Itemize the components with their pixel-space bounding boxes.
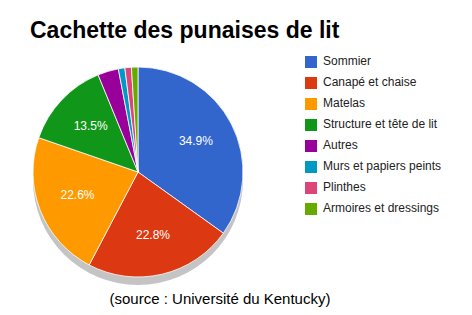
title: Cachette des punaises de lit [30, 17, 340, 43]
legend-label: Murs et papiers peints [323, 159, 441, 173]
legend-label: Canapé et chaise [323, 75, 417, 89]
legend-swatch [305, 182, 317, 194]
legend-label: Structure et tête de lit [323, 117, 438, 131]
legend-label: Sommier [323, 54, 371, 68]
legend-label: Matelas [323, 96, 365, 110]
data-label: 22.8% [136, 228, 170, 242]
legend-label: Armoires et dressings [323, 201, 439, 215]
legend-label: Autres [323, 138, 358, 152]
legend-swatch [305, 119, 317, 131]
legend-swatch [305, 203, 317, 215]
legend-swatch [305, 161, 317, 173]
pie-slice [125, 67, 138, 172]
data-label: 13.5% [74, 119, 108, 133]
chart: Cachette des punaises de lit 34.9% 22.8% 22… [0, 0, 472, 315]
data-label: 34.9% [179, 134, 213, 148]
legend-swatch [305, 98, 317, 110]
legend-label: Plinthes [323, 180, 366, 194]
pie [33, 67, 243, 285]
pie-slice [118, 68, 138, 172]
legend-swatch [305, 140, 317, 152]
data-labels: 34.9% 22.8% 22.6% 13.5% [60, 119, 213, 241]
source-note: (source : Université du Kentucky) [110, 290, 331, 307]
legend-swatch [305, 56, 317, 68]
data-label: 22.6% [60, 188, 94, 202]
legend-swatch [305, 77, 317, 89]
pie-slice [131, 67, 138, 172]
legend: Sommier Canapé et chaise Matelas Structure … [305, 54, 441, 215]
